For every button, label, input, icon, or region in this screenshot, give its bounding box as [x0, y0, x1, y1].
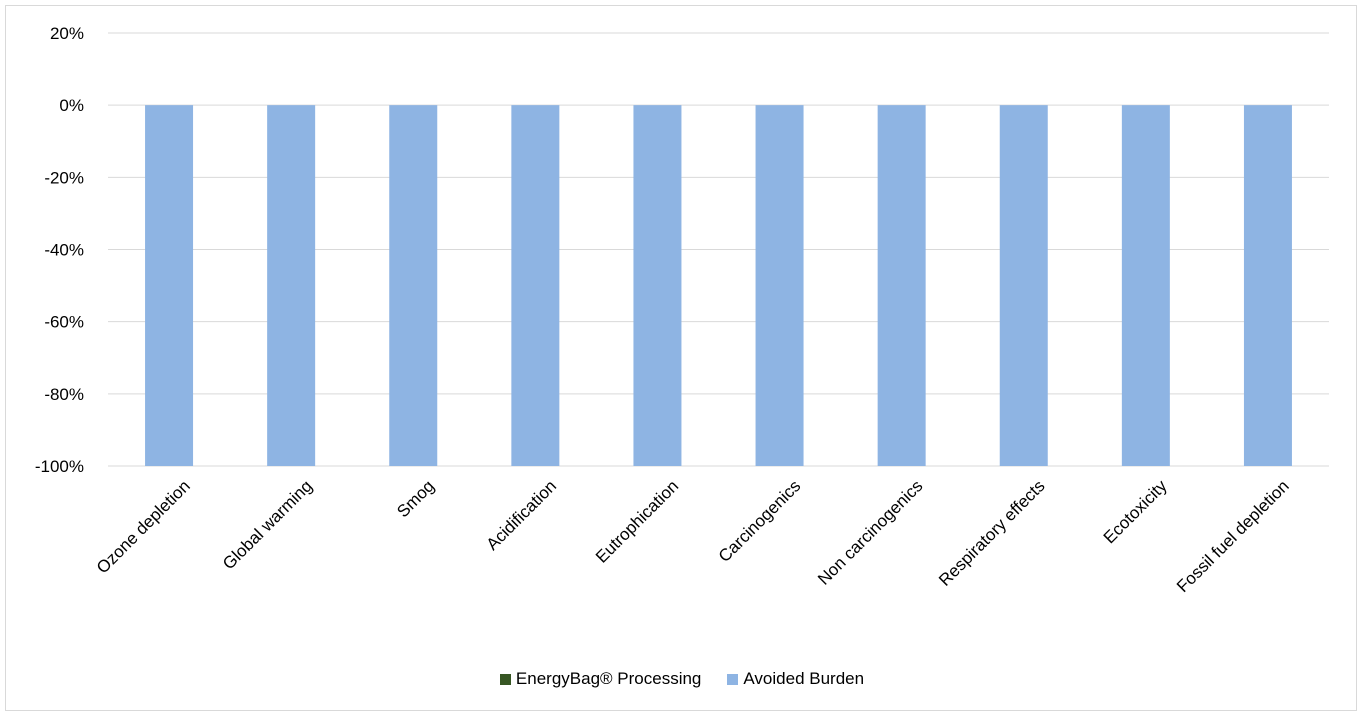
- legend-item: EnergyBag® Processing: [499, 669, 702, 689]
- bar-avoided-burden: [755, 105, 804, 467]
- x-tick-label: Ozone depletion: [93, 476, 194, 577]
- x-tick-label: Global warming: [219, 476, 316, 573]
- bar-avoided-burden: [877, 105, 926, 467]
- bar-avoided-burden: [633, 105, 682, 467]
- x-tick-label: Fossil fuel depletion: [1173, 476, 1293, 596]
- bar-avoided-burden: [389, 105, 438, 467]
- legend-item: Avoided Burden: [727, 669, 864, 689]
- bar-avoided-burden: [1243, 105, 1292, 467]
- y-tick-label: 0%: [59, 96, 84, 115]
- y-tick-label: -100%: [35, 457, 84, 476]
- y-tick-label: 20%: [50, 24, 84, 43]
- x-tick-label: Acidification: [483, 476, 561, 554]
- legend-swatch: [499, 673, 511, 685]
- bar-avoided-burden: [999, 105, 1048, 467]
- y-tick-label: -40%: [44, 241, 84, 260]
- bar-avoided-burden: [145, 105, 194, 467]
- x-tick-label: Respiratory effects: [935, 476, 1048, 589]
- x-tick-label: Eutrophication: [592, 476, 682, 566]
- x-tick-label: Carcinogenics: [715, 476, 805, 566]
- x-tick-label: Smog: [393, 476, 438, 521]
- bar-avoided-burden: [267, 105, 316, 467]
- bar-avoided-burden: [511, 105, 560, 467]
- y-tick-label: -60%: [44, 313, 84, 332]
- bars: [145, 105, 1292, 467]
- legend: EnergyBag® Processing Avoided Burden: [0, 669, 1364, 689]
- legend-label: EnergyBag® Processing: [515, 669, 702, 688]
- bar-avoided-burden: [1121, 105, 1170, 467]
- y-tick-label: -80%: [44, 385, 84, 404]
- legend-swatch: [727, 673, 739, 685]
- x-axis-tick-labels: Ozone depletion Global warming Smog Acidifi…: [93, 476, 1293, 596]
- x-tick-label: Ecotoxicity: [1100, 476, 1171, 547]
- y-tick-label: -20%: [44, 168, 84, 187]
- y-axis-tick-labels: 20% 0% -20% -40% -60% -80% -100%: [35, 24, 84, 476]
- legend-label: Avoided Burden: [743, 669, 865, 688]
- x-tick-label: Non carcinogenics: [814, 476, 926, 588]
